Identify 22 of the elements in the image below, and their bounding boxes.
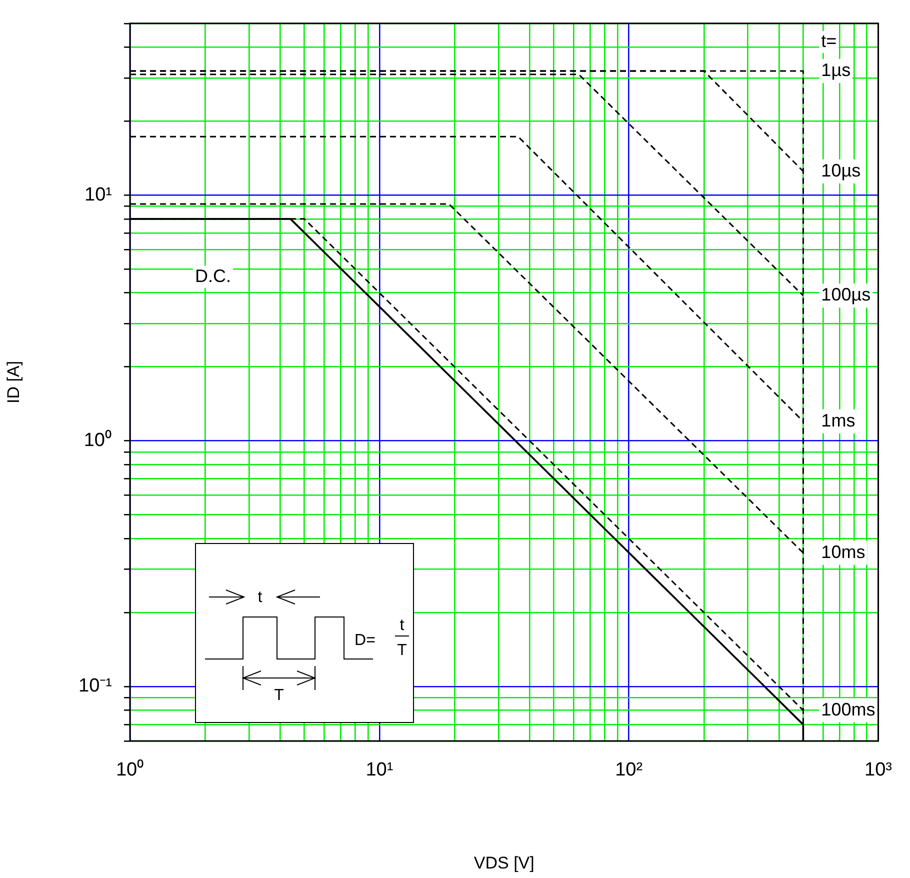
annotation: t: [258, 589, 263, 606]
annotation: t: [400, 617, 405, 634]
text: D.C.: [195, 266, 231, 286]
x-tick-label: 10²: [615, 760, 643, 781]
annotation: T: [397, 642, 408, 660]
series-label: 100ms: [821, 699, 876, 720]
x-tick-label: 10³: [864, 760, 892, 781]
y-tick-label: 10⁰: [84, 429, 112, 452]
series-label: 1µs: [821, 60, 851, 80]
y-tick-label: 10¹: [84, 184, 112, 206]
annotation: D=: [354, 632, 376, 650]
y-axis-title: ID [A]: [4, 360, 23, 404]
annotation: t=: [821, 30, 837, 51]
x-axis-title: VDS [V]: [474, 853, 534, 872]
annotation: T: [274, 687, 284, 704]
series-label: 1ms: [821, 410, 856, 430]
series-label: 100µs: [821, 284, 871, 305]
x-tick-label: 10¹: [366, 760, 394, 781]
series-label: 10ms: [821, 542, 866, 562]
x-tick-label: 10⁰: [116, 758, 144, 781]
y-tick-label: 10⁻¹: [78, 676, 112, 697]
series-label: 10µs: [821, 160, 861, 180]
